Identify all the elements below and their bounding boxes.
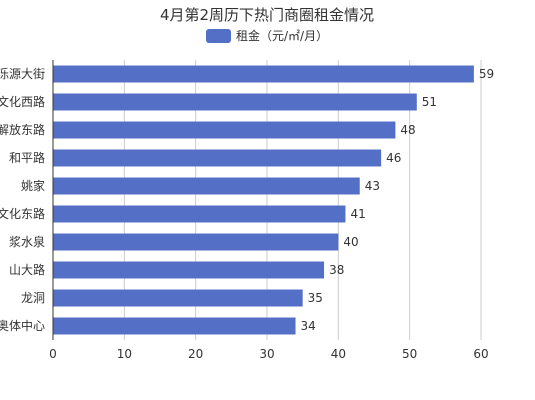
x-tick-label: 60 [473, 347, 488, 361]
value-label: 48 [400, 123, 415, 137]
value-label: 35 [308, 291, 323, 305]
bar[interactable] [53, 205, 346, 223]
value-label: 38 [329, 263, 344, 277]
value-label: 46 [386, 151, 401, 165]
x-tick-label: 50 [402, 347, 417, 361]
x-tick-label: 10 [117, 347, 132, 361]
legend-label: 租金（元/㎡/月） [236, 28, 328, 43]
category-label: 泺源大街 [0, 67, 45, 81]
bars [53, 65, 474, 335]
value-label: 41 [350, 207, 365, 221]
category-label: 奥体中心 [0, 318, 45, 333]
value-label: 43 [365, 179, 380, 193]
category-label: 和平路 [9, 150, 45, 165]
value-label: 34 [301, 319, 316, 333]
bar[interactable] [53, 261, 325, 279]
category-label: 龙洞 [21, 291, 45, 305]
category-label: 文化西路 [0, 94, 45, 109]
category-label: 姚家 [21, 178, 45, 193]
bar[interactable] [53, 289, 303, 307]
bar[interactable] [53, 65, 474, 83]
category-label: 解放东路 [0, 122, 45, 137]
legend[interactable]: 租金（元/㎡/月） [206, 28, 328, 43]
x-tick-label: 40 [331, 347, 346, 361]
value-label: 59 [479, 67, 494, 81]
chart-title: 4月第2周历下热门商圈租金情况 [160, 6, 374, 24]
legend-swatch [206, 29, 231, 43]
bar[interactable] [53, 121, 396, 139]
bar[interactable] [53, 317, 296, 335]
x-tick-label: 20 [188, 347, 203, 361]
x-axis-ticks: 0 10 20 30 40 50 60 [49, 347, 488, 361]
bar[interactable] [53, 177, 360, 195]
category-label: 文化东路 [0, 206, 45, 221]
bar[interactable] [53, 93, 417, 111]
x-tick-label: 0 [49, 347, 57, 361]
category-label: 浆水泉 [9, 234, 45, 249]
bar[interactable] [53, 233, 339, 251]
bar[interactable] [53, 149, 382, 167]
x-tick-label: 30 [259, 347, 274, 361]
value-label: 51 [422, 95, 437, 109]
value-label: 40 [343, 235, 358, 249]
category-label: 山大路 [9, 262, 45, 277]
